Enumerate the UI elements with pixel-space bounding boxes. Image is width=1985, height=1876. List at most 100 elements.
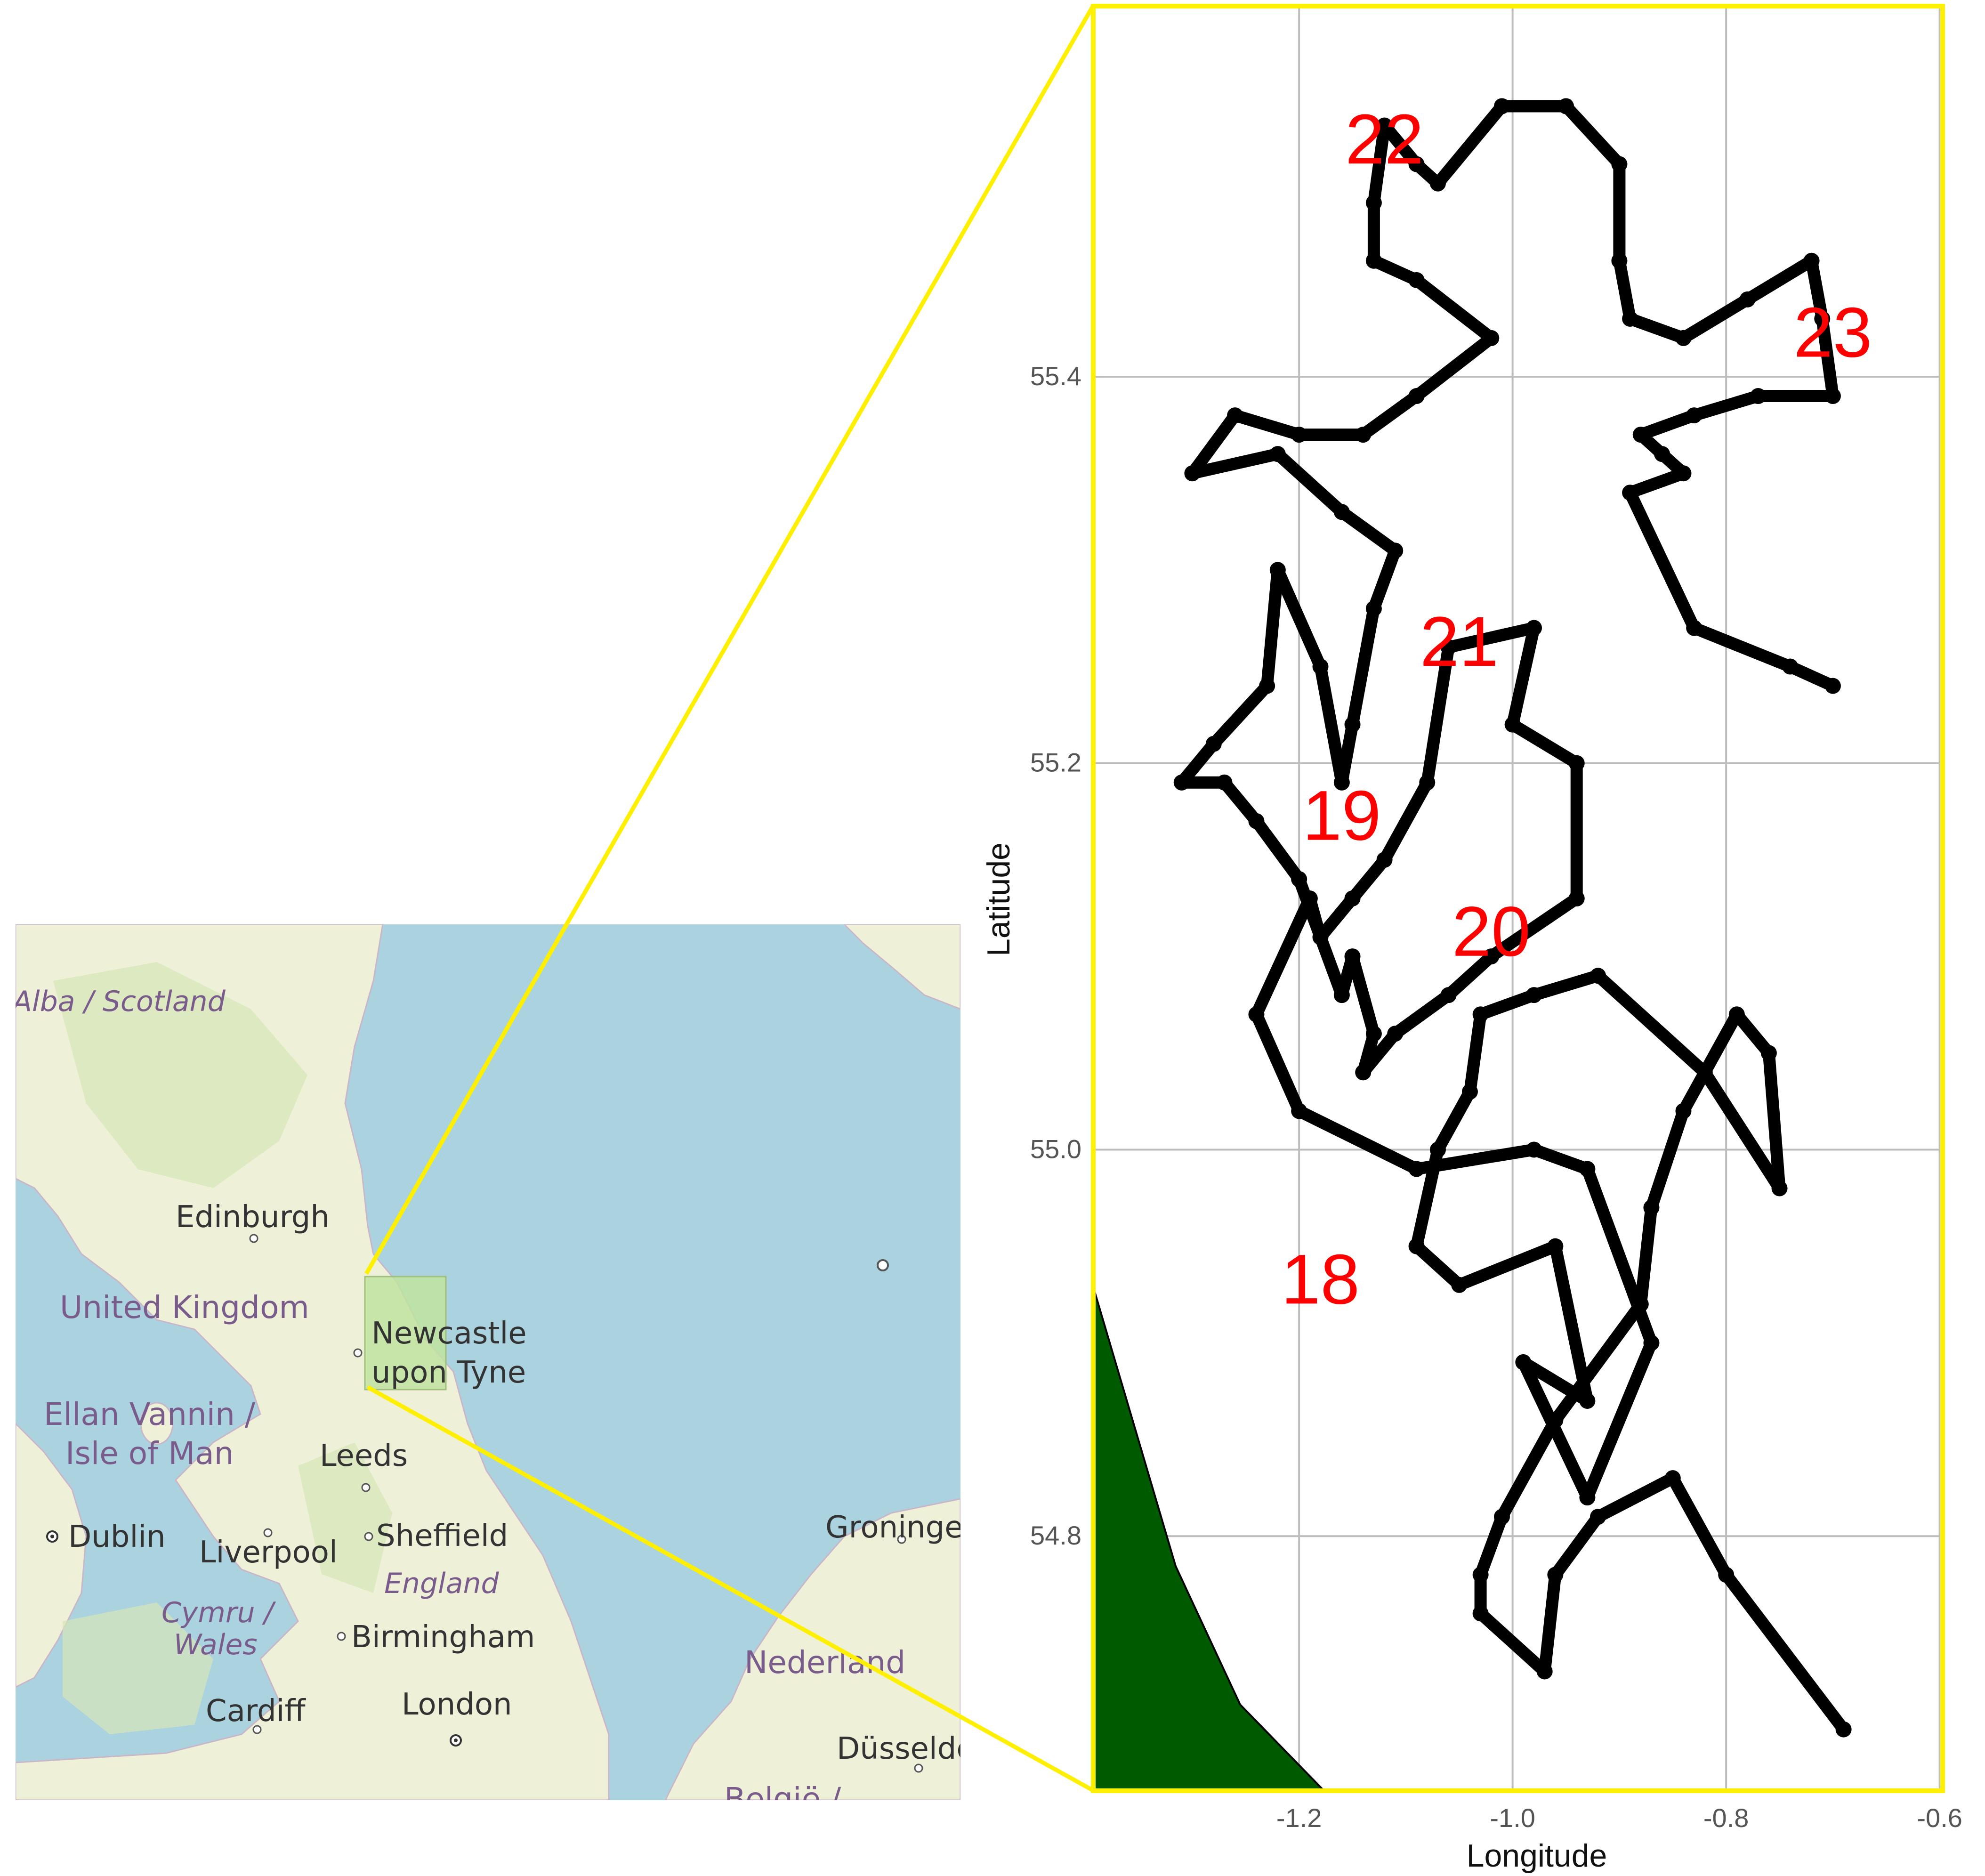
track-point [1483, 948, 1500, 965]
label-newcastle-line2: upon Tyne [371, 1355, 526, 1390]
y-tick-label: 54.8 [1030, 1520, 1081, 1550]
day-label-20: 20 [1452, 892, 1531, 971]
track-point [1333, 504, 1350, 520]
x-axis-title: Longitude [1467, 1838, 1607, 1874]
track-point [1333, 774, 1350, 791]
liverpool-dot [263, 1528, 273, 1537]
day-label-19: 19 [1302, 776, 1381, 855]
track-point [1216, 774, 1233, 791]
track-point [1408, 272, 1425, 288]
track-point [1301, 890, 1318, 906]
label-wales: Wales [174, 1628, 258, 1661]
track-point [1355, 1064, 1372, 1081]
zoom-track-plot[interactable]: 22 23 21 19 20 18 [1091, 4, 1945, 1793]
y-tick-label: 55.4 [1030, 361, 1081, 391]
label-scotland: Alba / Scotland [16, 985, 226, 1018]
track-point [1429, 1141, 1446, 1158]
y-tick-label: 55.0 [1030, 1134, 1081, 1164]
track-point [1227, 407, 1243, 424]
track-point [1686, 407, 1703, 424]
track-point [1365, 1026, 1382, 1042]
track-point [1558, 98, 1574, 114]
track-point [1451, 1277, 1468, 1293]
isle-of-man-land [140, 1402, 174, 1445]
track-point [1611, 252, 1628, 269]
y-tick-label: 55.2 [1030, 748, 1081, 777]
birmingham-dot [337, 1632, 346, 1641]
track-point [1590, 1509, 1606, 1525]
track-point [1365, 600, 1382, 617]
x-tick-label: -1.2 [1276, 1803, 1322, 1833]
track-point [1205, 736, 1222, 752]
track-point [1472, 1567, 1489, 1583]
track-point [1632, 1296, 1649, 1312]
track-point [1472, 1605, 1489, 1622]
label-united-kingdom: United Kingdom [60, 1289, 309, 1326]
track-point [1824, 678, 1841, 694]
track-point [1493, 98, 1510, 114]
track-point [1728, 1006, 1745, 1023]
track-point [1568, 755, 1585, 771]
day-label-21: 21 [1420, 602, 1499, 681]
track-point [1771, 1180, 1788, 1197]
newcastle-highlight-box [364, 1276, 447, 1391]
track-point [1312, 658, 1329, 675]
track-point [1675, 465, 1692, 482]
track-point [1782, 658, 1799, 675]
dublin-capital-center [50, 1535, 54, 1538]
ireland-land [16, 1422, 87, 1688]
track-point [1493, 1509, 1510, 1525]
track-point [1312, 929, 1329, 946]
newcastle-dot [353, 1348, 363, 1358]
track-point [1419, 774, 1436, 791]
track-line [1175, 100, 1850, 1736]
track-point [1547, 1412, 1564, 1428]
day-label-18: 18 [1281, 1239, 1360, 1318]
track-point [1803, 252, 1820, 269]
edinburgh-dot [249, 1234, 258, 1243]
track-point [1760, 1045, 1777, 1061]
track-point [1536, 1663, 1553, 1680]
highlands-shade [53, 962, 307, 1188]
track-point [1344, 948, 1361, 965]
track-point [1622, 310, 1638, 327]
track-point [1835, 1721, 1852, 1738]
track-point [1344, 716, 1361, 733]
label-isle-of-man: Isle of Man [65, 1435, 234, 1472]
label-edinburgh: Edinburgh [176, 1200, 330, 1235]
track-point [1269, 562, 1286, 578]
track-point [1643, 1334, 1660, 1351]
track-point [1429, 175, 1446, 192]
track-point [1750, 388, 1767, 404]
track-point [1718, 1567, 1735, 1583]
track-point [1344, 890, 1361, 906]
cardiff-dot [252, 1725, 262, 1734]
track-point [1355, 427, 1372, 443]
track-path-group [1173, 98, 1852, 1738]
track-point [1408, 156, 1425, 172]
track-point [1461, 1084, 1478, 1100]
x-tick-label: -0.6 [1917, 1803, 1962, 1833]
label-cymru: Cymru / [161, 1596, 276, 1629]
track-point [1526, 987, 1542, 1003]
track-point [1408, 1161, 1425, 1177]
track-point [1269, 446, 1286, 462]
track-point [1611, 156, 1628, 172]
track-point [1440, 639, 1457, 655]
x-tick-label: -0.8 [1703, 1803, 1749, 1833]
label-liverpool: Liverpool [199, 1535, 338, 1570]
track-point [1408, 388, 1425, 404]
day-label-23: 23 [1793, 293, 1872, 372]
track-point [1248, 1006, 1265, 1023]
y-axis-title: Latitude [981, 842, 1017, 956]
track-point [1622, 485, 1638, 501]
track-point [1376, 851, 1393, 868]
track-point [1387, 1026, 1404, 1042]
track-point [1696, 1064, 1713, 1081]
track-point [1579, 1489, 1596, 1506]
track-point [1408, 1238, 1425, 1254]
track-point [1483, 330, 1500, 346]
track-point [1675, 1103, 1692, 1119]
track-point [1824, 388, 1841, 404]
